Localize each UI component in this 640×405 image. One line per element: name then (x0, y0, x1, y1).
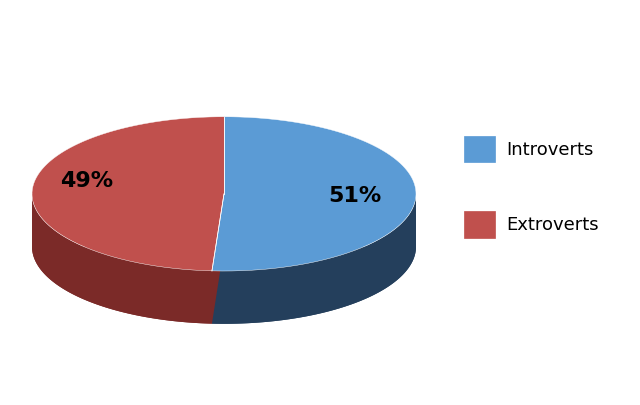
Polygon shape (32, 194, 212, 324)
Polygon shape (32, 247, 224, 324)
Text: 51%: 51% (328, 186, 381, 206)
Polygon shape (212, 194, 416, 324)
Text: Introverts: Introverts (506, 141, 594, 159)
Text: 49%: 49% (61, 171, 114, 191)
Text: Extroverts: Extroverts (506, 216, 599, 234)
Polygon shape (212, 247, 416, 324)
Polygon shape (32, 117, 224, 271)
Bar (464, 212, 495, 238)
Bar (464, 136, 495, 163)
Polygon shape (212, 117, 416, 271)
